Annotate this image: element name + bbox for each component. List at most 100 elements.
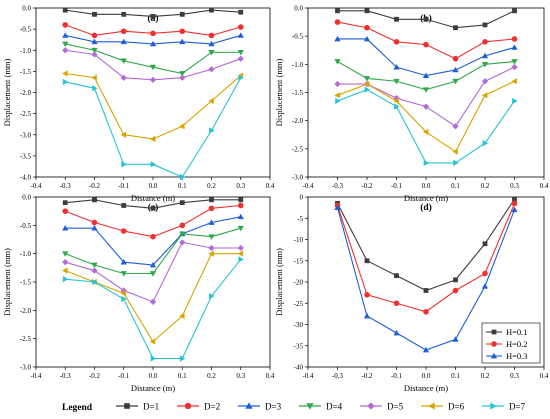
data-point [120, 38, 127, 45]
x-axis-label: Distance (m) [131, 383, 175, 393]
data-point [364, 291, 370, 298]
data-point [149, 271, 157, 277]
y-tick-label: -35 [294, 342, 304, 350]
data-point [92, 278, 98, 286]
data-point [237, 250, 244, 257]
legend-entry: D=7 [482, 402, 526, 412]
data-point [393, 78, 400, 85]
data-point [179, 355, 186, 362]
data-point [150, 30, 156, 37]
data-point [482, 270, 488, 277]
data-point [208, 66, 215, 73]
series-D=1 [62, 7, 244, 19]
chart-panel: -0.4 -0.3 -0.2 -0.1 0.0 0.1 0.2 0.3 0.4 0 -5 -10 -15… [274, 194, 549, 394]
data-point [452, 78, 459, 85]
y-tick-label: -30 [294, 321, 304, 329]
data-point [149, 261, 157, 268]
data-point [481, 78, 489, 85]
series-line [65, 77, 242, 178]
x-tick-label: 0.0 [149, 182, 158, 190]
legend-marker [367, 402, 375, 410]
x-tick-label: -0.4 [30, 182, 42, 190]
data-point [91, 32, 98, 39]
y-tick-label: -1.0 [20, 47, 32, 55]
y-axis-label: Displacement (mm) [2, 58, 12, 126]
x-tick-label: -0.3 [60, 182, 72, 190]
data-point [334, 35, 341, 42]
data-point [62, 47, 69, 54]
data-point [62, 225, 69, 231]
data-point [209, 197, 214, 203]
data-point [91, 267, 98, 274]
series-D=7 [62, 74, 244, 181]
series-line [337, 21, 515, 60]
y-tick-label: -25 [294, 300, 304, 308]
series-D=6 [62, 70, 244, 143]
data-point [393, 300, 400, 307]
data-point [150, 355, 157, 362]
data-point [452, 55, 459, 62]
data-point [120, 74, 127, 81]
data-point [511, 206, 518, 213]
data-point [91, 51, 98, 58]
data-point [511, 78, 517, 85]
inset-legend: H=0.1 H=0.2 H=0.3 [481, 322, 541, 364]
data-point [511, 64, 518, 71]
legend-label: H=0.3 [506, 351, 528, 361]
data-point [91, 47, 98, 54]
data-point [179, 231, 186, 237]
data-point [62, 7, 68, 13]
y-tick-label: -0.5 [292, 33, 304, 41]
data-point [364, 258, 370, 264]
data-point [179, 312, 185, 320]
data-point [237, 55, 244, 62]
data-point [363, 76, 371, 82]
y-tick-label: 0.0 [294, 5, 303, 13]
x-tick-label: -0.1 [391, 182, 403, 190]
data-point [452, 66, 459, 73]
legend-label: D=4 [326, 402, 343, 412]
data-point [452, 336, 459, 342]
y-axis-label: Displacement (mm) [274, 248, 284, 316]
y-tick-label: -3.5 [20, 152, 32, 160]
series-H=0.2 [334, 200, 518, 315]
x-tick-label: 0.4 [540, 182, 549, 190]
data-point [179, 239, 186, 246]
x-tick-label: -0.2 [361, 372, 373, 380]
y-tick-label: -1.0 [20, 250, 32, 258]
data-point [422, 346, 430, 353]
data-point [120, 259, 127, 265]
x-tick-label: -0.4 [30, 372, 42, 380]
data-point [120, 58, 127, 64]
data-point [149, 76, 157, 83]
y-tick-label: -3.0 [20, 364, 32, 372]
data-point [363, 312, 371, 319]
data-point [62, 276, 69, 283]
data-point [393, 64, 400, 70]
series-D=3 [334, 35, 518, 78]
legend-entry: D=6 [421, 402, 465, 412]
legend-label: H=0.1 [506, 327, 528, 337]
series-D=2 [62, 202, 244, 240]
data-point [363, 80, 370, 88]
legend-marker [428, 402, 435, 410]
data-point [150, 14, 156, 19]
data-point [209, 127, 215, 134]
data-point [149, 338, 156, 345]
data-point [208, 244, 215, 252]
x-tick-label: 0.1 [451, 372, 460, 380]
data-point [238, 74, 244, 81]
data-point [62, 259, 69, 266]
y-tick-label: -0.5 [20, 222, 32, 230]
data-point [422, 72, 430, 78]
data-point [149, 135, 156, 143]
data-point [364, 86, 371, 93]
y-tick-label: -3.0 [292, 174, 304, 182]
legend-label: D=3 [265, 402, 282, 412]
data-point [62, 200, 68, 206]
x-tick-label: 0.0 [422, 372, 431, 380]
x-tick-label: 0.1 [178, 372, 187, 380]
data-point [482, 241, 488, 247]
x-tick-label: 0.3 [236, 372, 245, 380]
x-tick-label: -0.2 [89, 182, 101, 190]
